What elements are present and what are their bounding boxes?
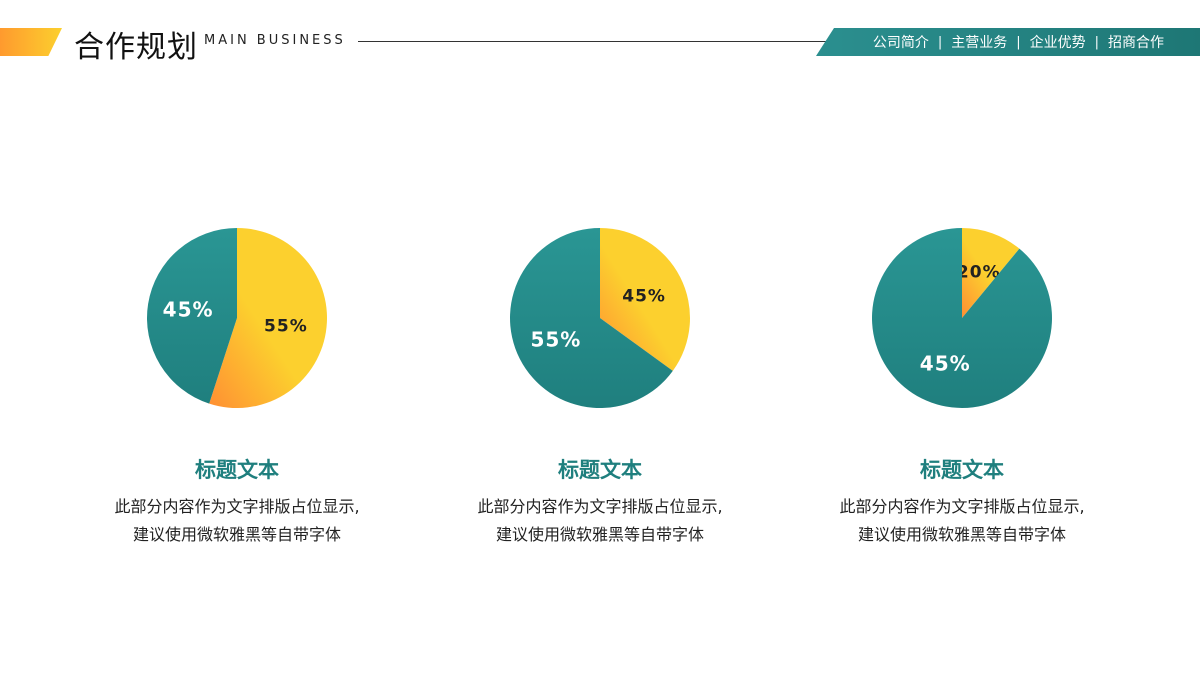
pie-slice-yellow	[209, 228, 327, 408]
pie-chart-1: 55% 45%	[147, 228, 327, 408]
pie-slice-label: 45%	[920, 352, 971, 376]
pie-slice-label: 45%	[622, 287, 666, 307]
block-description: 此部分内容作为文字排版占位显示, 建议使用微软雅黑等自带字体	[812, 493, 1112, 549]
description-line: 建议使用微软雅黑等自带字体	[132, 525, 341, 544]
nav-separator: |	[1016, 34, 1021, 50]
header-divider	[358, 41, 828, 42]
header-accent	[0, 28, 62, 56]
nav-item-cooperation[interactable]: 招商合作	[1108, 35, 1164, 51]
block-description: 此部分内容作为文字排版占位显示, 建议使用微软雅黑等自带字体	[87, 493, 387, 549]
pie-chart-2: 45% 55%	[509, 228, 690, 408]
pie-slice-teal	[872, 228, 1052, 408]
pie-slice-label: 45%	[163, 297, 214, 321]
description-line: 此部分内容作为文字排版占位显示,	[839, 497, 1085, 516]
pie-slice-yellow	[962, 228, 1020, 318]
pie-slice-label: 55%	[530, 327, 581, 351]
pie-slice-teal	[147, 228, 237, 404]
description-line: 建议使用微软雅黑等自带字体	[857, 525, 1066, 544]
pie-block-1: 55% 45% 标题文本 此部分内容作为文字排版占位显示, 建议使用微软雅黑等自带…	[87, 210, 387, 570]
block-description: 此部分内容作为文字排版占位显示, 建议使用微软雅黑等自带字体	[450, 493, 750, 549]
block-title: 标题文本	[195, 458, 279, 482]
pie-slice-yellow	[600, 228, 690, 371]
pie-chart-3: 20% 45%	[872, 228, 1052, 408]
block-title: 标题文本	[558, 458, 642, 482]
description-line: 此部分内容作为文字排版占位显示,	[477, 497, 723, 516]
pie-slice-teal	[509, 228, 673, 408]
pie-block-3: 20% 45% 标题文本 此部分内容作为文字排版占位显示, 建议使用微软雅黑等自带…	[812, 210, 1112, 570]
description-line: 此部分内容作为文字排版占位显示,	[114, 497, 360, 516]
block-title: 标题文本	[920, 458, 1004, 482]
top-nav: 公司简介 | 主营业务 | 企业优势 | 招商合作	[816, 28, 1200, 56]
pie-slice-label: 55%	[264, 317, 308, 337]
nav-separator: |	[1094, 34, 1099, 50]
nav-item-advantages[interactable]: 企业优势	[1029, 35, 1086, 51]
page-subtitle: MAIN BUSINESS	[204, 33, 346, 48]
nav-item-main-business[interactable]: 主营业务	[951, 35, 1008, 51]
nav-separator: |	[937, 34, 943, 50]
pie-slice-label: 20%	[957, 262, 1001, 282]
description-line: 建议使用微软雅黑等自带字体	[495, 525, 704, 544]
pie-block-2: 45% 55% 标题文本 此部分内容作为文字排版占位显示, 建议使用微软雅黑等自带…	[450, 210, 750, 570]
page-title: 合作规划	[74, 30, 198, 65]
nav-item-company-intro[interactable]: 公司简介	[872, 35, 929, 51]
